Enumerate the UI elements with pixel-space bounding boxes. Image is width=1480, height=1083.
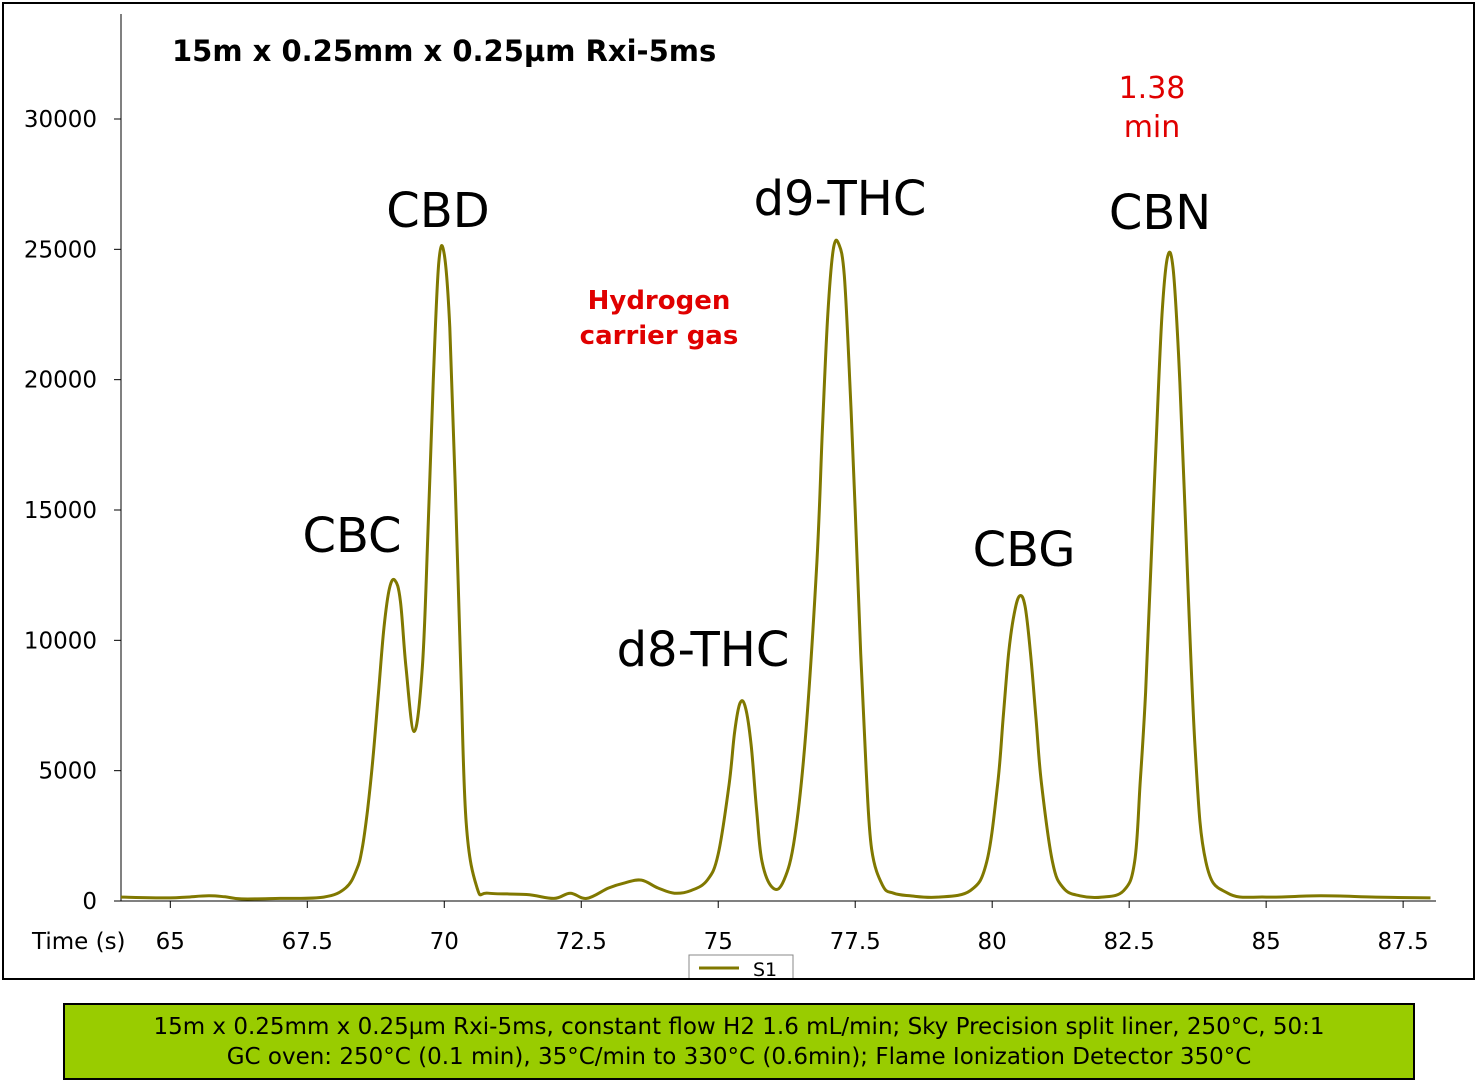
x-tick-label: 87.5 — [1378, 929, 1429, 955]
legend: S1 — [688, 954, 794, 978]
y-axis: 0 5000 10000 15000 20000 25000 30000 — [24, 14, 122, 915]
method-caption-line2: GC oven: 250°C (0.1 min), 35°C/min to 33… — [226, 1043, 1252, 1070]
x-axis: 65 67.5 70 72.5 75 77.5 80 82.5 85 87.5 — [121, 900, 1436, 955]
x-tick-label: 80 — [978, 929, 1007, 955]
x-tick-label: 70 — [430, 929, 459, 955]
x-axis-label: Time (s) — [31, 929, 126, 955]
method-caption: 15m x 0.25mm x 0.25µm Rxi-5ms, constant … — [63, 1003, 1415, 1080]
method-caption-line1: 15m x 0.25mm x 0.25µm Rxi-5ms, constant … — [153, 1013, 1325, 1040]
y-tick-label: 5000 — [38, 759, 97, 785]
x-tick-label: 77.5 — [830, 929, 881, 955]
x-tick-label: 75 — [704, 929, 733, 955]
x-tick-label: 85 — [1252, 929, 1281, 955]
peak-labels: CBC CBD d8-THC d9-THC CBG CBN — [302, 171, 1211, 678]
y-tick-label: 25000 — [24, 237, 97, 263]
peak-label-d9-thc: d9-THC — [754, 171, 927, 227]
peak-label-cbg: CBG — [973, 522, 1076, 578]
x-tick-label: 72.5 — [556, 929, 607, 955]
y-tick-label: 15000 — [24, 498, 97, 524]
chart-frame: 15m x 0.25mm x 0.25µm Rxi-5ms 0 5000 10000… — [2, 2, 1475, 980]
y-tick-label: 30000 — [24, 107, 97, 133]
peak-label-cbn: CBN — [1109, 185, 1211, 241]
carrier-gas-note-line1: Hydrogen — [588, 286, 731, 316]
legend-label-s1: S1 — [753, 959, 777, 978]
y-tick-label: 20000 — [24, 368, 97, 394]
run-time-unit: min — [1124, 110, 1181, 145]
y-tick-label: 0 — [82, 889, 97, 915]
y-tick-label: 10000 — [24, 628, 97, 654]
series-s1-line — [120, 238, 1431, 901]
peak-label-cbd: CBD — [386, 183, 489, 239]
run-time-value: 1.38 — [1119, 71, 1186, 106]
legend-box — [688, 954, 794, 978]
x-tick-label: 82.5 — [1104, 929, 1155, 955]
chart-title: 15m x 0.25mm x 0.25µm Rxi-5ms — [172, 34, 716, 68]
peak-label-d8-thc: d8-THC — [617, 622, 790, 678]
x-tick-label: 67.5 — [282, 929, 333, 955]
chromatogram-chart: 15m x 0.25mm x 0.25µm Rxi-5ms 0 5000 10000… — [24, 14, 1436, 978]
carrier-gas-note-line2: carrier gas — [580, 321, 739, 351]
x-tick-label: 65 — [156, 929, 185, 955]
peak-label-cbc: CBC — [302, 508, 401, 564]
